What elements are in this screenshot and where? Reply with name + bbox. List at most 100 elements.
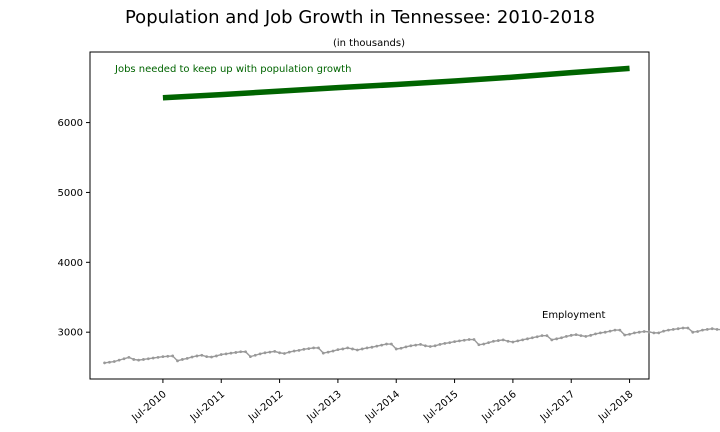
- employment-point: [696, 330, 700, 333]
- employment-point: [623, 333, 627, 337]
- employment-point: [224, 352, 228, 356]
- employment-point: [229, 351, 233, 355]
- employment-point: [331, 349, 335, 353]
- employment-point: [273, 350, 277, 353]
- employment-point: [317, 346, 320, 350]
- employment-point: [205, 355, 209, 359]
- x-tick-label: Jul-2018: [596, 389, 635, 425]
- employment-point: [210, 355, 213, 359]
- employment-point: [501, 338, 505, 342]
- chart-subtitle: (in thousands): [333, 38, 405, 49]
- employment-point: [108, 360, 111, 364]
- employment-point: [375, 344, 379, 348]
- employment-point: [278, 351, 281, 355]
- employment-point: [336, 348, 340, 352]
- employment-point: [603, 330, 607, 334]
- employment-point: [633, 331, 636, 335]
- employment-point: [676, 327, 680, 331]
- employment-point: [521, 338, 525, 342]
- employment-point: [389, 342, 393, 346]
- employment-point: [594, 332, 597, 336]
- employment-point: [496, 339, 500, 342]
- employment-point: [307, 347, 311, 351]
- x-tick-label: Jul-2013: [304, 389, 343, 425]
- employment-point: [540, 334, 544, 338]
- employment-point: [253, 353, 257, 357]
- employment-point: [365, 346, 369, 350]
- employment-point: [462, 338, 466, 342]
- employment-point: [530, 336, 534, 340]
- employment-point: [628, 332, 631, 336]
- employment-point: [448, 341, 452, 345]
- employment-point: [584, 334, 588, 338]
- employment-point: [647, 330, 651, 334]
- employment-point: [185, 356, 189, 360]
- y-axis: 3000 4000 5000 6000: [58, 118, 90, 339]
- employment-point: [166, 354, 170, 358]
- employment-point: [560, 336, 563, 340]
- employment-point: [433, 344, 437, 348]
- employment-point: [263, 351, 267, 355]
- plot-frame: [89, 51, 650, 380]
- employment-point: [516, 339, 520, 343]
- x-tick-label: Jul-2015: [421, 389, 460, 425]
- employment-point: [195, 354, 199, 358]
- employment-point: [346, 346, 350, 350]
- employment-point: [214, 354, 218, 358]
- x-tick-label: Jul-2010: [130, 389, 169, 425]
- employment-point: [506, 339, 510, 343]
- employment-point: [477, 343, 481, 347]
- employment-point: [467, 338, 471, 341]
- series-jobs-needed-line: [162, 65, 630, 101]
- employment-point: [535, 335, 539, 339]
- y-tick-label: 6000: [58, 118, 83, 129]
- employment-point: [200, 353, 204, 357]
- series-layer: [103, 65, 720, 365]
- employment-point: [297, 348, 301, 352]
- employment-point: [424, 344, 427, 348]
- employment-point: [234, 351, 238, 354]
- x-tick-label: Jul-2017: [538, 389, 577, 425]
- y-tick-label: 3000: [58, 328, 83, 339]
- employment-point: [127, 355, 131, 359]
- employment-point: [589, 333, 593, 337]
- employment-point: [569, 333, 573, 337]
- y-tick-label: 5000: [58, 188, 83, 199]
- employment-point: [419, 343, 422, 346]
- employment-point: [409, 344, 413, 348]
- employment-point: [122, 357, 126, 361]
- employment-point: [268, 350, 272, 354]
- employment-point: [219, 353, 223, 356]
- employment-point: [438, 343, 442, 346]
- employment-point: [180, 358, 184, 361]
- employment-point: [171, 354, 175, 358]
- employment-point: [550, 338, 554, 342]
- employment-point: [564, 334, 568, 338]
- employment-point: [292, 349, 296, 353]
- employment-point: [326, 350, 330, 354]
- employment-point: [482, 342, 486, 346]
- employment-point: [394, 347, 398, 351]
- employment-annotation: Employment: [542, 310, 605, 321]
- employment-point: [321, 351, 325, 355]
- employment-point: [428, 345, 432, 348]
- employment-point: [156, 355, 160, 359]
- employment-point: [652, 331, 656, 335]
- employment-point: [385, 342, 388, 346]
- employment-point: [404, 345, 408, 349]
- employment-point: [117, 358, 121, 362]
- employment-point: [341, 347, 345, 351]
- employment-point: [574, 333, 578, 337]
- chart-title: Population and Job Growth in Tennessee: …: [125, 7, 595, 28]
- employment-point: [705, 327, 709, 331]
- employment-point: [598, 331, 602, 335]
- employment-point: [146, 357, 150, 361]
- employment-point: [657, 331, 661, 335]
- employment-point: [414, 343, 418, 347]
- employment-point: [492, 339, 495, 343]
- x-tick-label: Jul-2014: [363, 389, 402, 425]
- employment-point: [487, 341, 490, 345]
- employment-point: [511, 340, 515, 344]
- employment-point: [176, 359, 179, 363]
